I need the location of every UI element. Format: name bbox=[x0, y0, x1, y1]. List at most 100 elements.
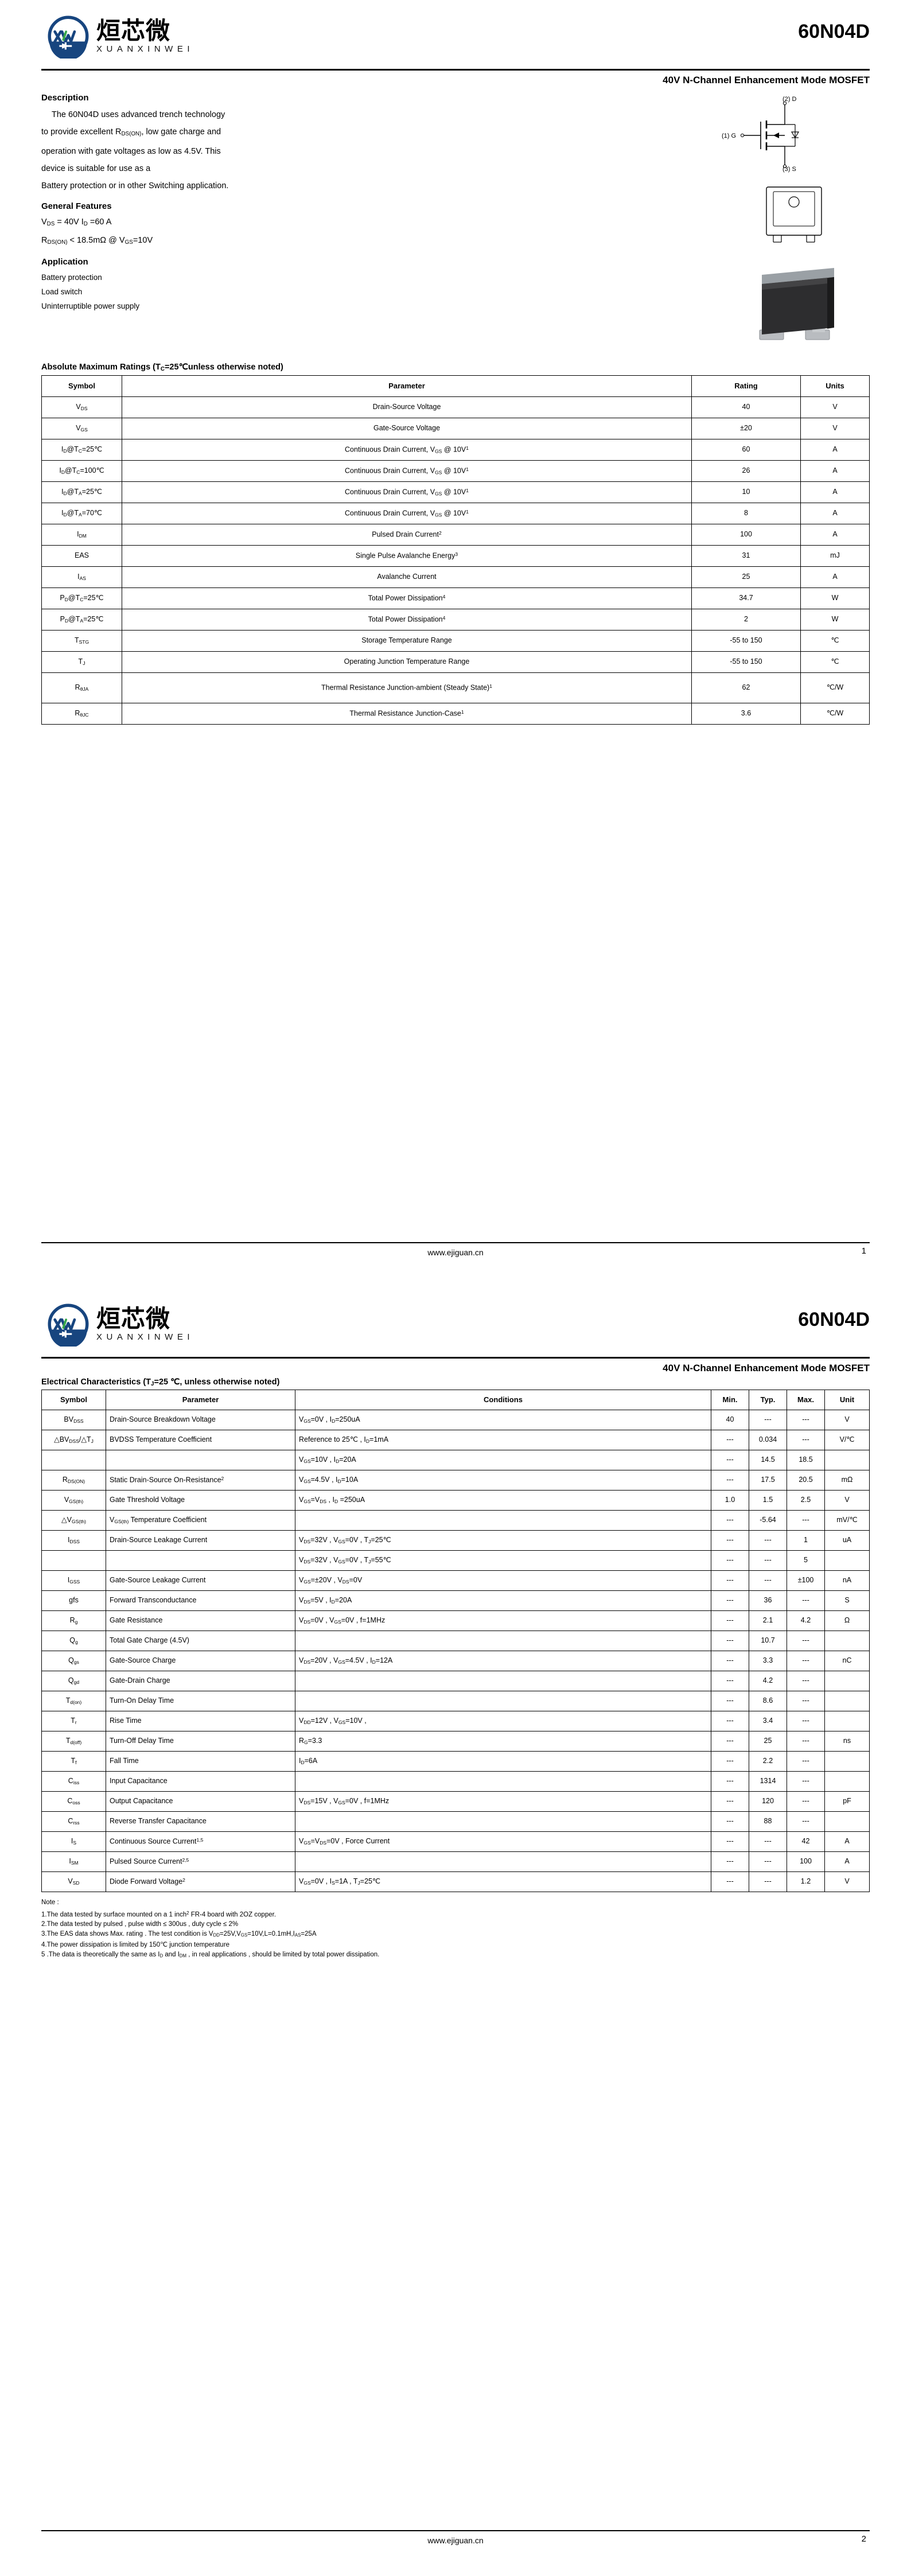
description-heading: Description bbox=[41, 93, 89, 103]
cell-parameter: Gate-Source Charge bbox=[106, 1651, 295, 1672]
cell-max: --- bbox=[787, 1811, 825, 1832]
cell-max: --- bbox=[787, 1771, 825, 1792]
cell-min: --- bbox=[711, 1450, 749, 1471]
cell-conditions: VDS=32V , VGS=0V , TJ=25℃ bbox=[295, 1530, 711, 1551]
cell-typ: 4.2 bbox=[749, 1671, 787, 1692]
cell-max: --- bbox=[787, 1691, 825, 1712]
cell-min: --- bbox=[711, 1510, 749, 1531]
cell-parameter: Gate Resistance bbox=[106, 1610, 295, 1632]
page1-footer: www.ejiguan.cn 1 bbox=[41, 1242, 870, 1257]
cell-typ: 1.5 bbox=[749, 1490, 787, 1511]
cell-typ: 2.1 bbox=[749, 1610, 787, 1632]
cell-units: mJ bbox=[800, 544, 870, 567]
cell-parameter: Pulsed Drain Current2 bbox=[122, 523, 692, 546]
table-row: VSD Diode Forward Voltage2 VGS=0V , IS=1A … bbox=[41, 1871, 870, 1893]
electrical-characteristics-table: Symbol Parameter Conditions Min. Typ. Ma… bbox=[41, 1390, 870, 1893]
cell-parameter: Continuous Drain Current, VGS @ 10V1 bbox=[122, 438, 692, 461]
application-item-3: Uninterruptible power supply bbox=[41, 302, 140, 311]
cell-max: 1 bbox=[787, 1530, 825, 1551]
cell-conditions: VDS=32V , VGS=0V , TJ=55℃ bbox=[295, 1550, 711, 1571]
cell-symbol: VGS(th) bbox=[41, 1490, 106, 1511]
cell-typ: --- bbox=[749, 1851, 787, 1873]
company-logo-page2: 烜芯微 XUANXINWEI bbox=[46, 1302, 194, 1347]
cell-parameter: Pulsed Source Current2,5 bbox=[106, 1851, 295, 1873]
brand-cn-name: 烜芯微 bbox=[96, 16, 171, 45]
cell-max: --- bbox=[787, 1651, 825, 1672]
cell-min: --- bbox=[711, 1691, 749, 1712]
page-number-2: 2 bbox=[861, 2534, 866, 2544]
cell-symbol: TJ bbox=[41, 651, 122, 673]
cell-typ: --- bbox=[749, 1410, 787, 1431]
col-units: Units bbox=[800, 375, 870, 397]
note-item-2: 2.The data tested by pulsed , pulse widt… bbox=[41, 1921, 239, 1928]
description-column: Description The 60N04D uses advanced tre… bbox=[41, 93, 322, 313]
cell-symbol: Td(off) bbox=[41, 1731, 106, 1752]
cell-parameter: VGS(th) Temperature Coefficient bbox=[106, 1510, 295, 1531]
cell-rating: 62 bbox=[691, 672, 801, 703]
cell-typ: 88 bbox=[749, 1811, 787, 1832]
artwork-column: (2) D (1) G (3) S bbox=[623, 93, 870, 360]
cell-max: 18.5 bbox=[787, 1450, 825, 1471]
cell-parameter: Diode Forward Voltage2 bbox=[106, 1871, 295, 1893]
col-symbol: Symbol bbox=[41, 375, 122, 397]
cell-typ: 0.034 bbox=[749, 1430, 787, 1451]
table-header-row: Symbol Parameter Conditions Min. Typ. Ma… bbox=[41, 1390, 870, 1411]
cell-min: --- bbox=[711, 1771, 749, 1792]
cell-min: --- bbox=[711, 1590, 749, 1612]
table-row: gfs Forward Transconductance VDS=5V , ID=2… bbox=[41, 1590, 870, 1612]
note-item-1: 1.The data tested by surface mounted on … bbox=[41, 1910, 277, 1919]
cell-max: 5 bbox=[787, 1550, 825, 1571]
table-header-row: Symbol Parameter Rating Units bbox=[41, 375, 870, 397]
cell-unit: nC bbox=[824, 1651, 870, 1672]
cell-min: 40 bbox=[711, 1410, 749, 1431]
cell-conditions: VDS=20V , VGS=4.5V , ID=12A bbox=[295, 1651, 711, 1672]
cell-min: --- bbox=[711, 1791, 749, 1812]
col-min: Min. bbox=[711, 1390, 749, 1411]
cell-parameter: Continuous Source Current1,5 bbox=[106, 1831, 295, 1853]
page1-header: 烜芯微 XUANXINWEI 60N04D bbox=[41, 0, 870, 69]
table-row: △VGS(th) VGS(th) Temperature Coefficient -… bbox=[41, 1510, 870, 1531]
cell-min: --- bbox=[711, 1751, 749, 1772]
footer-website-page2: www.ejiguan.cn bbox=[427, 2536, 484, 2545]
table-row: Coss Output Capacitance VDS=15V , VGS=0V ,… bbox=[41, 1791, 870, 1812]
table-row: TSTG Storage Temperature Range -55 to 150 ℃ bbox=[41, 629, 870, 652]
cell-parameter: Forward Transconductance bbox=[106, 1590, 295, 1612]
cell-parameter: Total Power Dissipation4 bbox=[122, 587, 692, 609]
datasheet-page-2: 烜芯微 XUANXINWEI 60N04D 40V N-Channel Enha… bbox=[0, 1288, 911, 2576]
application-item-2: Load switch bbox=[41, 287, 83, 297]
table-row: VGS=10V , ID=20A --- 14.5 18.5 bbox=[41, 1450, 870, 1471]
col-rating: Rating bbox=[691, 375, 801, 397]
table-row: VGS Gate-Source Voltage ±20 V bbox=[41, 417, 870, 439]
cell-parameter: Rise Time bbox=[106, 1711, 295, 1732]
cell-parameter: Continuous Drain Current, VGS @ 10V1 bbox=[122, 502, 692, 524]
col-typ: Typ. bbox=[749, 1390, 787, 1411]
cell-parameter: BVDSS Temperature Coefficient bbox=[106, 1430, 295, 1451]
cell-symbol: ID@TA=70℃ bbox=[41, 502, 122, 524]
electrical-characteristics-title: Electrical Characteristics (TJ=25 ℃, unl… bbox=[41, 1378, 280, 1388]
cell-units: ℃/W bbox=[800, 702, 870, 725]
cell-units: A bbox=[800, 460, 870, 482]
cell-symbol: IDSS bbox=[41, 1530, 106, 1551]
cell-max: 42 bbox=[787, 1831, 825, 1853]
description-line-2: to provide excellent RDS(ON), low gate c… bbox=[41, 127, 221, 138]
cell-symbol: Td(on) bbox=[41, 1691, 106, 1712]
cell-unit: V bbox=[824, 1410, 870, 1431]
xxw-logo-icon bbox=[48, 15, 89, 59]
cell-symbol: Qgd bbox=[41, 1671, 106, 1692]
cell-max: --- bbox=[787, 1590, 825, 1612]
table-row: IS Continuous Source Current1,5 VGS=VDS=0V… bbox=[41, 1831, 870, 1853]
cell-symbol: △BVDSS/△TJ bbox=[41, 1430, 106, 1451]
cell-parameter: Storage Temperature Range bbox=[122, 629, 692, 652]
cell-typ: 14.5 bbox=[749, 1450, 787, 1471]
description-line-5: Battery protection or in other Switching… bbox=[41, 181, 229, 191]
table-row: TJ Operating Junction Temperature Range -5… bbox=[41, 651, 870, 673]
page2-footer: www.ejiguan.cn 2 bbox=[41, 2530, 870, 2545]
cell-parameter: Input Capacitance bbox=[106, 1771, 295, 1792]
cell-parameter: Turn-On Delay Time bbox=[106, 1691, 295, 1712]
cell-unit bbox=[824, 1691, 870, 1712]
notes-section: Note : 1.The data tested by surface moun… bbox=[41, 1898, 870, 1961]
cell-symbol: ID@TC=25℃ bbox=[41, 438, 122, 461]
cell-symbol: Tr bbox=[41, 1711, 106, 1732]
cell-rating: -55 to 150 bbox=[691, 651, 801, 673]
cell-max: --- bbox=[787, 1751, 825, 1772]
